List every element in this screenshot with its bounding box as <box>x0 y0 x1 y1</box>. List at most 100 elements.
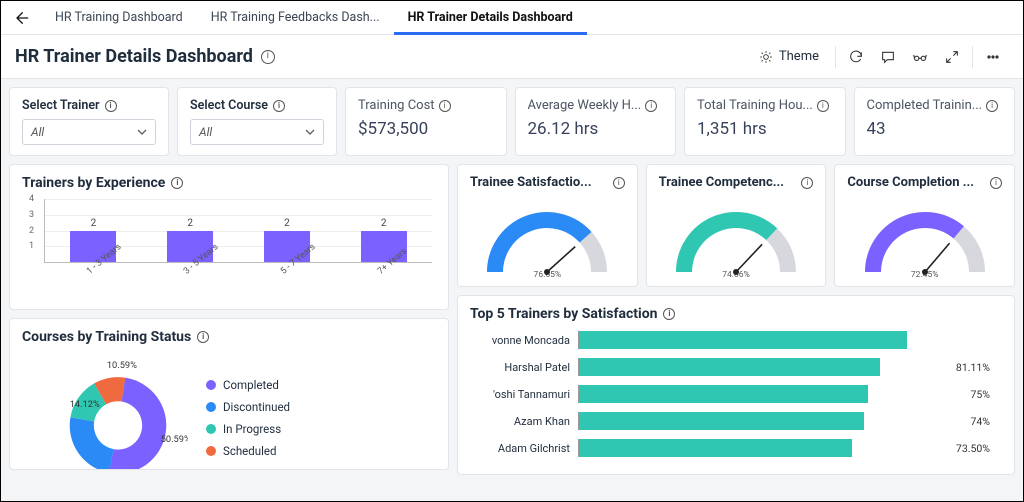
top-trainers-chart: vonne Moncada Harshal Patel 81.11% 'oshi… <box>470 330 1002 464</box>
top-trainers-card: Top 5 Trainers by Satisfaction i vonne Mo… <box>457 295 1015 475</box>
trainer-value: 73.50% <box>956 442 990 455</box>
gauge-chart <box>850 194 1000 274</box>
filter-course-label: Select Course <box>190 98 268 113</box>
gauge-row: Trainee Satisfactio... i 76.65% Trainee … <box>457 164 1015 287</box>
info-icon[interactable]: i <box>645 100 657 112</box>
trainer-name: Adam Gilchrist <box>470 442 578 455</box>
legend-item: Discontinued <box>206 400 290 414</box>
tab-2[interactable]: HR Trainer Details Dashboard <box>394 1 587 35</box>
kpi-value: 26.12 hrs <box>528 119 664 139</box>
trainer-bar-fill <box>579 412 864 430</box>
tab-1[interactable]: HR Training Feedbacks Dash... <box>197 1 394 35</box>
trainer-bar-fill <box>579 358 880 376</box>
kpi-label: Completed Trainin... <box>867 98 983 113</box>
select-course-value: All <box>199 125 212 139</box>
theme-icon <box>759 50 773 64</box>
svg-text:50.59%: 50.59% <box>161 434 188 445</box>
info-icon[interactable]: i <box>261 50 275 64</box>
legend-item: Completed <box>206 378 290 392</box>
legend-label: Completed <box>223 378 279 392</box>
gauge-title: Trainee Satisfactio... <box>470 175 591 190</box>
trainer-bar-track <box>578 385 965 403</box>
glasses-icon <box>912 49 928 65</box>
kpi-value: $573,500 <box>358 119 494 139</box>
gauge-chart <box>661 194 811 274</box>
gauge-card-0: Trainee Satisfactio... i 76.65% <box>457 164 638 287</box>
theme-button[interactable]: Theme <box>747 49 831 64</box>
info-icon[interactable]: i <box>801 177 813 189</box>
info-icon[interactable]: i <box>197 331 209 343</box>
legend-label: In Progress <box>223 422 281 436</box>
trainer-row: 'oshi Tannamuri 75% <box>470 384 990 404</box>
chevron-down-icon <box>305 127 315 137</box>
info-icon[interactable]: i <box>439 100 451 112</box>
info-icon[interactable]: i <box>105 100 117 112</box>
legend-swatch <box>206 424 216 434</box>
experience-chart-card: Trainers by Experience i 123422221 - 3 Ye… <box>9 164 449 310</box>
more-icon <box>985 49 1001 65</box>
kpi-card-0: Training Cost i $573,500 <box>345 87 507 156</box>
trainer-bar-track <box>578 439 950 457</box>
refresh-button[interactable] <box>840 41 872 73</box>
page-title: HR Trainer Details Dashboard <box>15 46 253 67</box>
header-actions: Theme <box>747 41 1009 73</box>
info-icon[interactable]: i <box>817 100 829 112</box>
select-trainer-value: All <box>31 125 44 139</box>
comment-button[interactable] <box>872 41 904 73</box>
experience-chart: 123422221 - 3 Years3 - 5 Years5 - 7 Year… <box>22 199 436 289</box>
info-icon[interactable]: i <box>990 177 1002 189</box>
trainer-name: Harshal Patel <box>470 361 578 374</box>
trainer-row: Azam Khan 74% <box>470 411 990 431</box>
trainer-row: vonne Moncada <box>470 330 990 350</box>
more-button[interactable] <box>977 41 1009 73</box>
info-icon[interactable]: i <box>171 177 183 189</box>
gauge-chart <box>472 194 622 274</box>
trainer-name: 'oshi Tannamuri <box>470 388 578 401</box>
trainer-value: 81.11% <box>956 361 990 374</box>
trainer-bar-track <box>578 331 984 349</box>
gauge-card-1: Trainee Competenc... i 74.06% <box>646 164 827 287</box>
trainer-bar-track <box>578 358 950 376</box>
status-donut-card: Courses by Training Statusi 50.59%24.71%… <box>9 318 449 470</box>
legend-swatch <box>206 402 216 412</box>
experience-chart-title: Trainers by Experience <box>22 175 165 191</box>
expand-button[interactable] <box>936 41 968 73</box>
chevron-down-icon <box>137 127 147 137</box>
gauge-title: Course Completion ... <box>847 175 974 190</box>
select-course[interactable]: All <box>190 119 324 145</box>
legend-label: Discontinued <box>223 400 290 414</box>
trainer-row: Harshal Patel 81.11% <box>470 357 990 377</box>
kpi-label: Training Cost <box>358 98 435 113</box>
donut-slice <box>70 417 114 470</box>
filter-trainer-label: Select Trainer <box>22 98 100 113</box>
kpi-value: 1,351 hrs <box>697 119 833 139</box>
status-donut-chart: 50.59%24.71%14.12%10.59% <box>48 353 188 470</box>
trainer-bar-track <box>578 412 965 430</box>
legend-swatch <box>206 446 216 456</box>
info-icon[interactable]: i <box>273 100 285 112</box>
back-button[interactable] <box>9 6 33 30</box>
trainer-name: Azam Khan <box>470 415 578 428</box>
info-icon[interactable]: i <box>613 177 625 189</box>
divider <box>972 46 973 68</box>
svg-text:14.12%: 14.12% <box>70 399 100 410</box>
trainer-row: Adam Gilchrist 73.50% <box>470 438 990 458</box>
divider <box>835 46 836 68</box>
filters-kpi-row: Select Trainer i All Select Course i All T… <box>9 87 1015 156</box>
tab-0[interactable]: HR Training Dashboard <box>41 1 197 35</box>
info-icon[interactable]: i <box>663 308 675 320</box>
theme-label: Theme <box>779 49 819 64</box>
tab-bar: HR Training DashboardHR Training Feedbac… <box>1 1 1023 35</box>
kpi-value: 43 <box>867 119 1003 139</box>
info-icon[interactable]: i <box>986 100 998 112</box>
kpi-label: Total Training Hou... <box>697 98 813 113</box>
svg-text:10.59%: 10.59% <box>107 360 137 371</box>
top-trainers-title: Top 5 Trainers by Satisfaction <box>470 306 657 322</box>
trainer-value: 75% <box>971 388 991 401</box>
kpi-card-1: Average Weekly H... i26.12 hrs <box>515 87 677 156</box>
status-donut-title: Courses by Training Status <box>22 329 191 345</box>
select-trainer[interactable]: All <box>22 119 156 145</box>
glasses-button[interactable] <box>904 41 936 73</box>
legend-item: In Progress <box>206 422 290 436</box>
trainer-name: vonne Moncada <box>470 334 578 347</box>
